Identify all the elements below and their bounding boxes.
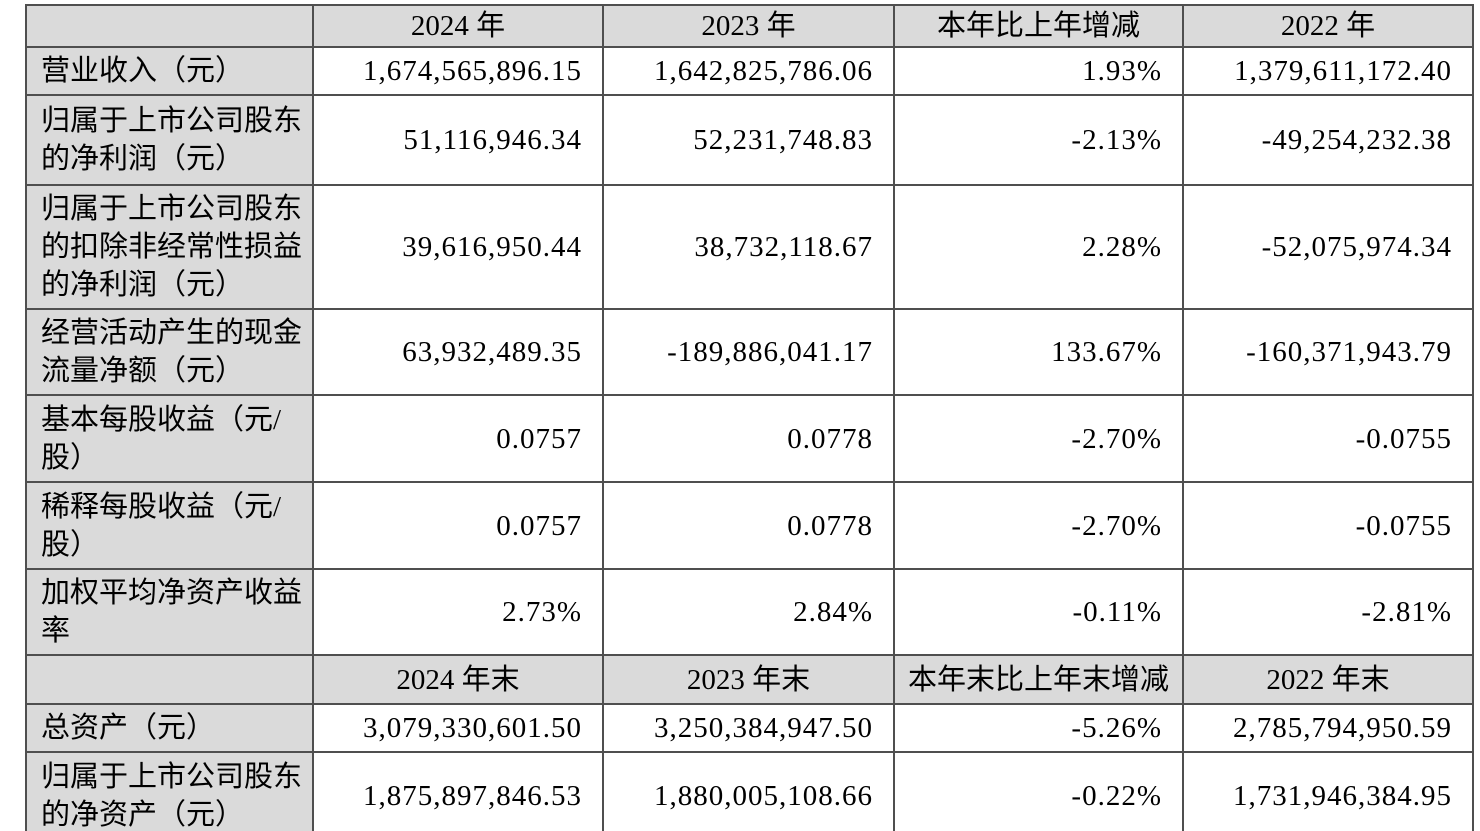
cell-value: 1,875,897,846.53 [312,751,604,831]
cell-value: 51,116,946.34 [312,94,604,186]
row-label: 归属于上市公司股东 的净资产（元） [25,751,314,831]
cell-value: 0.0778 [602,481,895,570]
key-financials-table: 2024 年 2023 年 本年比上年增减 2022 年 营业收入（元） 1,6… [25,4,1474,831]
header-eoy-2023: 2023 年末 [602,654,895,705]
cell-value: 1,880,005,108.66 [602,751,895,831]
row-label: 稀释每股收益（元/ 股） [25,481,314,570]
row-weighted-average-roe: 加权平均净资产收益 率 2.73% 2.84% -0.11% -2.81% [25,568,1474,656]
cell-value: 2.73% [312,568,604,656]
eoy-header-row: 2024 年末 2023 年末 本年末比上年末增减 2022 年末 [25,654,1474,705]
cell-value: 3,250,384,947.50 [602,703,895,753]
cell-value: 1,642,825,786.06 [602,46,895,96]
corner-cell [25,4,314,48]
row-basic-eps: 基本每股收益（元/ 股） 0.0757 0.0778 -2.70% -0.075… [25,394,1474,483]
row-net-assets-attributable: 归属于上市公司股东 的净资产（元） 1,875,897,846.53 1,880… [25,751,1474,831]
cell-value: -0.22% [893,751,1184,831]
row-label: 经营活动产生的现金 流量净额（元） [25,308,314,396]
row-operating-revenue: 营业收入（元） 1,674,565,896.15 1,642,825,786.0… [25,46,1474,96]
row-operating-cash-flow: 经营活动产生的现金 流量净额（元） 63,932,489.35 -189,886… [25,308,1474,396]
header-yoy-change: 本年比上年增减 [893,4,1184,48]
header-year-2024: 2024 年 [312,4,604,48]
row-diluted-eps: 稀释每股收益（元/ 股） 0.0757 0.0778 -2.70% -0.075… [25,481,1474,570]
cell-value: -189,886,041.17 [602,308,895,396]
cell-value: 0.0757 [312,481,604,570]
row-label: 营业收入（元） [25,46,314,96]
row-label: 总资产（元） [25,703,314,753]
cell-value: 52,231,748.83 [602,94,895,186]
cell-value: 3,079,330,601.50 [312,703,604,753]
row-net-profit-deducted-nonrecurring: 归属于上市公司股东 的扣除非经常性损益 的净利润（元） 39,616,950.4… [25,184,1474,310]
header-year-2023: 2023 年 [602,4,895,48]
cell-value: -160,371,943.79 [1182,308,1474,396]
header-year-2022: 2022 年 [1182,4,1474,48]
cell-value: -5.26% [893,703,1184,753]
cell-value: -2.70% [893,481,1184,570]
annual-header-row: 2024 年 2023 年 本年比上年增减 2022 年 [25,4,1474,48]
corner-cell [25,654,314,705]
row-label: 基本每股收益（元/ 股） [25,394,314,483]
header-eoy-2022: 2022 年末 [1182,654,1474,705]
cell-value: -2.81% [1182,568,1474,656]
header-eoy-2024: 2024 年末 [312,654,604,705]
row-label: 归属于上市公司股东 的净利润（元） [25,94,314,186]
cell-value: 0.0778 [602,394,895,483]
cell-value: 39,616,950.44 [312,184,604,310]
cell-value: 1,731,946,384.95 [1182,751,1474,831]
cell-value: 1.93% [893,46,1184,96]
cell-value: 1,674,565,896.15 [312,46,604,96]
header-eoy-change: 本年末比上年末增减 [893,654,1184,705]
cell-value: -49,254,232.38 [1182,94,1474,186]
cell-value: 2,785,794,950.59 [1182,703,1474,753]
row-label: 加权平均净资产收益 率 [25,568,314,656]
cell-value: 38,732,118.67 [602,184,895,310]
row-label: 归属于上市公司股东 的扣除非经常性损益 的净利润（元） [25,184,314,310]
cell-value: 133.67% [893,308,1184,396]
row-net-profit-attributable: 归属于上市公司股东 的净利润（元） 51,116,946.34 52,231,7… [25,94,1474,186]
cell-value: 1,379,611,172.40 [1182,46,1474,96]
cell-value: 2.28% [893,184,1184,310]
cell-value: -0.0755 [1182,481,1474,570]
cell-value: 0.0757 [312,394,604,483]
cell-value: 63,932,489.35 [312,308,604,396]
row-total-assets: 总资产（元） 3,079,330,601.50 3,250,384,947.50… [25,703,1474,753]
cell-value: -2.70% [893,394,1184,483]
cell-value: 2.84% [602,568,895,656]
cell-value: -52,075,974.34 [1182,184,1474,310]
cell-value: -2.13% [893,94,1184,186]
cell-value: -0.0755 [1182,394,1474,483]
cell-value: -0.11% [893,568,1184,656]
